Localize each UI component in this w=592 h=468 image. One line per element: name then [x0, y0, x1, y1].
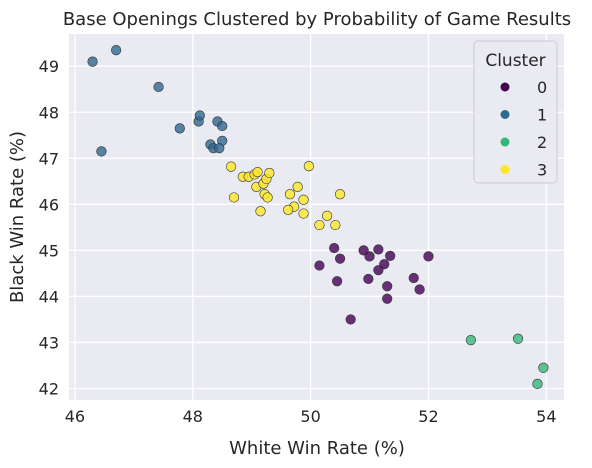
data-point-cluster-3	[322, 210, 333, 221]
y-axis-label: Black Win Rate (%)	[7, 131, 28, 303]
data-point-cluster-1	[96, 146, 107, 157]
y-tick-label: 43	[39, 333, 59, 352]
data-point-cluster-0	[314, 260, 325, 271]
legend-marker-3	[500, 165, 510, 174]
y-tick-label: 44	[39, 287, 59, 306]
data-point-cluster-2	[465, 335, 476, 346]
chart-title: Base Openings Clustered by Probability o…	[63, 9, 571, 30]
y-tick-label: 46	[39, 195, 59, 214]
data-point-cluster-3	[303, 161, 314, 172]
data-points	[87, 45, 549, 389]
data-point-cluster-3	[264, 167, 275, 179]
data-point-cluster-3	[292, 181, 303, 192]
legend-title: Cluster	[485, 51, 545, 71]
data-point-cluster-3	[334, 189, 346, 200]
data-point-cluster-0	[364, 251, 375, 262]
data-point-cluster-3	[252, 167, 263, 178]
x-tick-label: 48	[183, 407, 203, 426]
data-point-cluster-0	[382, 281, 393, 292]
legend-label-0: 0	[537, 78, 547, 97]
data-point-cluster-0	[382, 293, 393, 304]
x-tick-label: 54	[536, 407, 556, 426]
y-tick-label: 45	[39, 241, 59, 260]
data-point-cluster-3	[225, 161, 237, 172]
data-point-cluster-0	[385, 250, 396, 262]
data-point-cluster-3	[262, 192, 273, 203]
data-point-cluster-1	[87, 56, 98, 67]
data-point-cluster-3	[298, 194, 309, 205]
x-tick-labels: 46 48 50 52 54	[65, 407, 557, 426]
data-point-cluster-0	[363, 273, 374, 285]
y-tick-label: 42	[39, 379, 59, 398]
legend-label-2: 2	[537, 133, 547, 152]
legend-label-1: 1	[537, 106, 547, 125]
legend-entries: 0 1 2 3	[500, 78, 547, 180]
data-point-cluster-1	[214, 143, 225, 154]
x-tick-label: 46	[65, 407, 85, 426]
data-point-cluster-3	[228, 192, 240, 203]
legend-marker-1	[500, 110, 510, 119]
x-axis-label: White Win Rate (%)	[229, 438, 405, 459]
legend-label-3: 3	[537, 161, 547, 180]
y-tick-label: 47	[39, 149, 59, 168]
data-point-cluster-3	[255, 206, 266, 217]
y-tick-label: 49	[39, 57, 59, 76]
data-point-cluster-1	[111, 45, 122, 56]
data-point-cluster-2	[538, 362, 549, 373]
data-point-cluster-2	[512, 333, 524, 344]
legend-marker-0	[500, 82, 510, 92]
y-tick-labels: 42 43 44 45 46 47 48 49	[39, 57, 59, 398]
data-point-cluster-0	[332, 276, 343, 287]
legend-marker-2	[500, 137, 510, 147]
x-tick-label: 52	[418, 407, 438, 426]
y-tick-label: 48	[39, 103, 59, 122]
data-point-cluster-3	[314, 219, 325, 231]
data-point-cluster-3	[283, 204, 294, 215]
data-point-cluster-1	[174, 123, 185, 134]
data-point-cluster-3	[330, 219, 341, 231]
data-point-cluster-0	[423, 251, 434, 262]
data-point-cluster-0	[334, 253, 346, 264]
data-point-cluster-0	[379, 259, 390, 270]
legend: Cluster 0 1 2 3	[473, 40, 558, 184]
data-point-cluster-0	[329, 242, 340, 254]
legend-box	[473, 40, 558, 184]
data-point-cluster-1	[217, 120, 228, 132]
data-point-cluster-0	[408, 272, 419, 284]
data-point-cluster-1	[153, 81, 164, 93]
data-point-cluster-2	[532, 378, 543, 389]
data-point-cluster-3	[298, 208, 309, 219]
data-point-cluster-0	[414, 284, 425, 295]
data-point-cluster-3	[284, 189, 296, 200]
data-point-cluster-0	[373, 244, 384, 255]
x-tick-label: 50	[300, 407, 320, 426]
data-point-cluster-1	[194, 110, 205, 121]
data-point-cluster-0	[345, 314, 356, 325]
